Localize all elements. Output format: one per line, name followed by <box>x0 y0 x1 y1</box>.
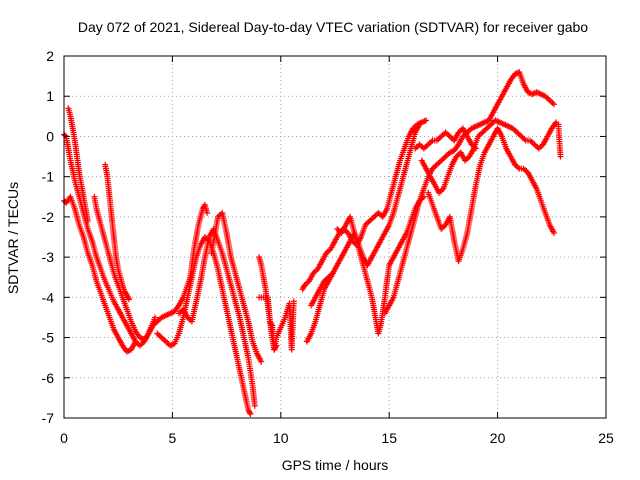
data-point <box>152 314 159 321</box>
x-axis: 0 5 10 15 20 25 <box>60 56 614 446</box>
y-tick-label: -2 <box>42 209 55 225</box>
x-tick-label: 25 <box>598 430 614 446</box>
series-track-8 <box>186 201 211 285</box>
data-point <box>251 402 258 409</box>
data-point <box>329 270 336 277</box>
y-tick-label: -6 <box>42 370 55 386</box>
series-track-18 <box>425 125 557 265</box>
y-tick-label: -3 <box>42 249 55 265</box>
y-tick-label: -5 <box>42 330 55 346</box>
x-tick-label: 0 <box>60 430 68 446</box>
series-track-20 <box>555 121 564 160</box>
data-point <box>557 153 564 160</box>
data-point <box>258 358 265 365</box>
series-track-17 <box>418 117 560 196</box>
y-axis: 2 1 0 -1 -2 -3 -4 -5 -6 -7 <box>42 48 606 426</box>
data-point <box>62 132 69 139</box>
series-track-1 <box>61 193 139 355</box>
series-track-11 <box>256 294 297 353</box>
data-point <box>290 298 297 305</box>
series-track-9 <box>208 209 265 365</box>
grid <box>64 56 606 418</box>
x-axis-label: GPS time / hours <box>282 457 389 473</box>
x-tick-label: 5 <box>169 430 177 446</box>
series-track-4 <box>91 193 195 343</box>
series-track-19 <box>412 125 479 152</box>
y-tick-label: -7 <box>42 410 55 426</box>
data-point <box>204 209 211 216</box>
y-axis-label: SDTVAR / TECUs <box>5 182 21 294</box>
y-tick-label: 2 <box>46 48 54 64</box>
chart-title: Day 072 of 2021, Sidereal Day-to-day VTE… <box>78 19 588 35</box>
x-tick-label: 10 <box>273 430 289 446</box>
x-tick-label: 20 <box>490 430 506 446</box>
data-point <box>246 409 253 416</box>
data-point <box>125 295 132 302</box>
plot-frame <box>63 55 607 419</box>
data-point <box>530 90 537 97</box>
y-tick-label: -4 <box>42 289 55 305</box>
data-point <box>550 229 557 236</box>
series-track-3 <box>65 105 91 224</box>
y-tick-label: 0 <box>46 128 54 144</box>
data-point <box>472 145 479 152</box>
y-tick-label: 1 <box>46 88 54 104</box>
x-tick-label: 15 <box>381 430 397 446</box>
series-track-12 <box>299 117 430 293</box>
y-tick-label: -1 <box>42 169 55 185</box>
data-point <box>423 117 430 124</box>
data-point <box>416 121 423 128</box>
data-point <box>268 321 275 328</box>
series-track-13 <box>308 121 423 309</box>
series-track-6 <box>154 234 254 417</box>
data-point <box>247 410 254 417</box>
series-track-5 <box>102 161 133 303</box>
series-track-7 <box>175 225 258 409</box>
data-point <box>84 217 91 224</box>
data-point <box>550 101 557 108</box>
series-track-14 <box>303 270 336 345</box>
data-points <box>61 69 564 417</box>
series-track-16 <box>381 69 557 317</box>
data-point <box>126 296 133 303</box>
